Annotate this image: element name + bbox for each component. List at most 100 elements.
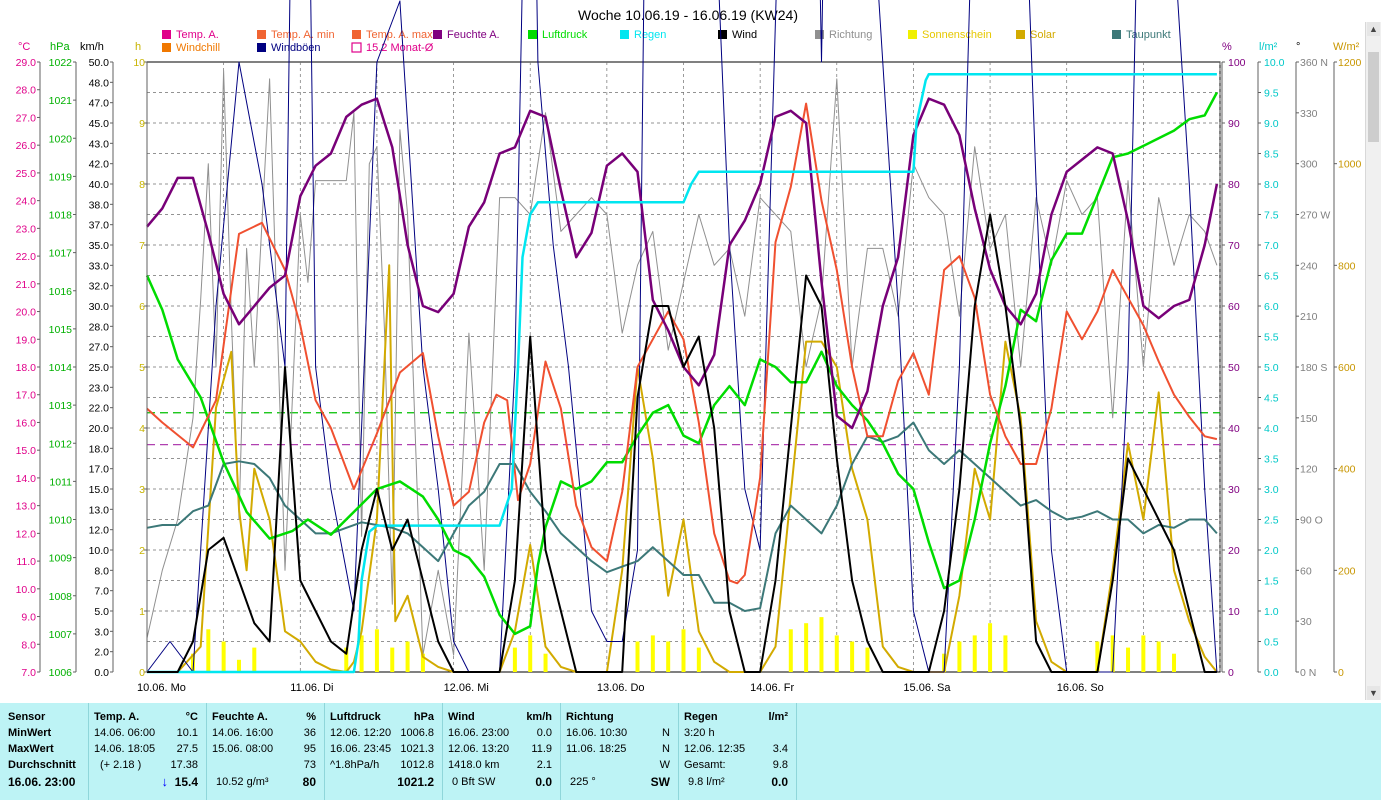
kmh-axis-tick-label: 37.0 [89,220,110,232]
kmh-axis-tick-label: 3.0 [94,626,109,638]
scroll-down-arrow-icon[interactable]: ▼ [1367,686,1380,700]
legend-label: Windchill [176,42,220,54]
kmh-axis-tick-label: 45.0 [89,118,110,130]
hours-axis-tick-label: 6 [139,301,145,313]
stats-pressure-min-time: 12.06. 12:20 [330,727,392,739]
sunshine-bar [236,659,241,672]
stats-direction-current: SW [650,775,670,789]
percent-axis-tick-label: 60 [1228,301,1240,313]
rain-axis-tick-label: 9.0 [1264,118,1279,130]
sunshine-bar [374,629,379,672]
degrees-axis-tick-label: 90 O [1300,515,1323,527]
kmh-axis-tick-label: 22.0 [89,403,110,415]
rain-axis-tick-label: 3.5 [1264,454,1279,466]
stats-pressure-max-time: 16.06. 23:45 [330,743,392,755]
celsius-axis-tick-label: 22.0 [16,251,37,263]
celsius-axis-tick-label: 20.0 [16,307,37,319]
legend-swatch [1112,30,1121,39]
stats-humidity-column: Feuchte A. % 14.06. 16:00 36 15.06. 08:0… [206,703,325,800]
percent-axis-tick-label: 30 [1228,484,1240,496]
hpa-axis-tick-label: 1009 [49,553,73,565]
kmh-axis-tick-label: 17.0 [89,464,110,476]
legend: Temp. A. Temp. A. min Temp. A. max Feuchte … [162,29,1171,54]
celsius-axis-tick-label: 28.0 [16,85,37,97]
hpa-axis-tick-label: 1021 [49,95,73,107]
x-tick-label: 12.06. Mi [444,682,489,694]
stats-humidity-title: Feuchte A. [212,711,268,723]
sunshine-bar [804,623,809,672]
scroll-up-arrow-icon[interactable]: ▲ [1367,22,1380,36]
celsius-axis-tick-label: 27.0 [16,112,37,124]
hpa-axis-tick-label: 1015 [49,324,73,336]
celsius-axis-tick-label: 19.0 [16,334,37,346]
percent-axis-tick-label: 70 [1228,240,1240,252]
kmh-unit-label: km/h [80,41,104,53]
stats-direction-min-value: N [662,727,670,739]
stats-sensor-title: Sensor [8,711,46,723]
scroll-thumb[interactable] [1368,52,1379,142]
hours-axis-tick-label: 7 [139,240,145,252]
hours-axis-tick-label: 3 [139,484,145,496]
legend-label: Taupunkt [1126,29,1171,41]
celsius-axis-tick-label: 18.0 [16,362,37,374]
rain-axis-tick-label: 5.5 [1264,332,1279,344]
x-tick-label: 13.06. Do [597,682,645,694]
series-line-temp-a [146,102,1218,585]
stats-wind-title: Wind [448,711,475,723]
percent-unit-label: % [1222,41,1232,53]
stats-humidity-absolute: 10.52 g/m³ [216,776,269,788]
rain-axis-tick-label: 7.5 [1264,210,1279,222]
trend-down-arrow-icon: ↓ [162,774,169,789]
celsius-axis-tick-label: 23.0 [16,223,37,235]
kmh-axis-tick-label: 50.0 [89,57,110,69]
x-tick-label: 15.06. Sa [903,682,951,694]
rain-axis-tick-label: 0.5 [1264,637,1279,649]
sunshine-bar [1141,635,1146,672]
stats-rain-amount: 9.8 l/m² [688,776,725,788]
kmh-axis-tick-label: 5.0 [94,606,109,618]
celsius-axis-tick-label: 13.0 [16,501,37,513]
stats-direction-column: Richtung 16.06. 10:30 N 11.06. 18:25 N W… [560,703,679,800]
legend-label: Richtung [829,29,872,41]
stats-direction-degrees: 225 ° [570,776,596,788]
stats-direction-avg-value: W [659,759,670,771]
stats-pressure-title: Luftdruck [330,711,381,723]
rain-axis-tick-label: 3.0 [1264,484,1279,496]
stats-wind-min-time: 16.06. 23:00 [448,727,510,739]
stats-row-label: Durchschnitt [8,759,76,771]
legend-label: Wind [732,29,757,41]
sunshine-bar [635,641,640,672]
sunshine-bar [252,647,257,672]
percent-axis-tick-label: 10 [1228,606,1240,618]
stats-temp-max-time: 14.06. 18:05 [94,743,156,755]
rain-axis-tick-label: 9.5 [1264,88,1279,100]
wm2-axis-tick-label: 1000 [1338,159,1362,171]
kmh-axis-tick-label: 13.0 [89,504,110,516]
stats-temp-min-value: 10.1 [176,727,198,739]
rain-axis-tick-label: 8.5 [1264,149,1279,161]
stats-pressure-unit: hPa [413,711,434,723]
series-lines [145,0,1219,674]
celsius-axis-tick-label: 12.0 [16,528,37,540]
x-tick-label: 10.06. Mo [137,682,186,694]
kmh-axis-tick-label: 7.0 [94,586,109,598]
stats-pressure-current: 1021.2 [397,775,434,789]
stats-pressure-max-value: 1021.3 [400,743,434,755]
stats-wind-distance: 1418.0 km [448,759,500,771]
vertical-scrollbar[interactable]: ▲ ▼ [1365,22,1381,700]
celsius-axis-tick-label: 15.0 [16,445,37,457]
legend-label: Temp. A. max [366,29,433,41]
degrees-unit-label: ° [1296,41,1300,53]
degrees-axis-tick-label: 180 S [1300,362,1327,374]
percent-axis-tick-label: 40 [1228,423,1240,435]
x-tick-label: 16.06. So [1057,682,1104,694]
hours-axis-tick-label: 9 [139,118,145,130]
celsius-axis-tick-label: 21.0 [16,279,37,291]
celsius-axis-tick-label: 25.0 [16,168,37,180]
stats-row-label: MaxWert [8,743,54,755]
stats-footer-time: 16.06. 23:00 [8,775,76,789]
hours-axis-tick-label: 0 [139,667,145,679]
stats-wind-unit: km/h [526,711,552,723]
stats-rain-unit: l/m² [768,711,788,723]
sunshine-bar [344,647,349,672]
